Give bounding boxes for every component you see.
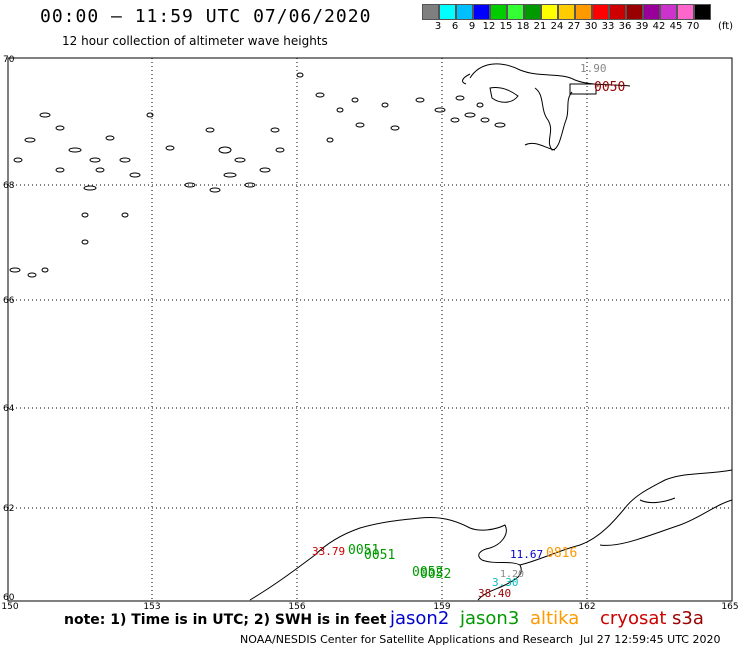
map-frame — [7, 57, 733, 602]
units-label: (ft) — [718, 21, 734, 32]
legend-jason2: jason2 — [390, 608, 450, 629]
scale-swatch — [660, 4, 677, 20]
scale-tick-label: 36 — [618, 21, 632, 32]
scale-swatch — [524, 4, 541, 20]
lat-label-64: 64 — [3, 404, 15, 414]
obs-label: 1.90 — [580, 62, 607, 75]
scale-swatch — [422, 4, 439, 20]
obs-label: 0052 — [412, 565, 444, 580]
scale-tick-label: 30 — [584, 21, 598, 32]
southern-coast — [249, 469, 733, 601]
island-scatter — [9, 72, 506, 278]
scale-tick-label: 18 — [516, 21, 530, 32]
scale-tick-label: 12 — [482, 21, 496, 32]
scale-swatch — [541, 4, 558, 20]
scale-swatch — [473, 4, 490, 20]
footer-note: note: 1) Time is in UTC; 2) SWH is in fe… — [64, 612, 387, 628]
lat-label-60: 60 — [3, 593, 15, 603]
graticule — [8, 58, 732, 601]
scale-swatch — [456, 4, 473, 20]
obs-label: 0052 — [420, 567, 452, 582]
scale-swatch — [609, 4, 626, 20]
scale-tick-label: 39 — [635, 21, 649, 32]
scale-swatch — [694, 4, 711, 20]
obs-label: 1.20 — [500, 569, 525, 580]
scale-tick-label: 15 — [499, 21, 513, 32]
wave-height-color-scale — [422, 4, 711, 20]
scale-tick-label: 45 — [669, 21, 683, 32]
scale-swatch — [490, 4, 507, 20]
scale-tick-label: 9 — [468, 21, 476, 32]
map-subtitle: 12 hour collection of altimeter wave hei… — [62, 34, 328, 48]
scale-swatch — [507, 4, 524, 20]
scale-swatch — [575, 4, 592, 20]
legend-cryosat: cryosat — [600, 608, 667, 629]
northern-coast — [462, 63, 631, 151]
lon-label-162: 162 — [578, 602, 595, 612]
scale-tick-label: 3 — [434, 21, 442, 32]
obs-label: 0816 — [546, 546, 578, 561]
obs-label: 3.30 — [492, 576, 519, 589]
scale-tick-label: 6 — [451, 21, 459, 32]
legend-altika: altika — [530, 608, 580, 629]
obs-label: 0051 — [348, 543, 380, 558]
lon-label-165: 165 — [721, 602, 738, 612]
lon-label-150: 150 — [1, 602, 18, 612]
scale-swatch — [677, 4, 694, 20]
obs-label: 11.67 — [510, 548, 544, 561]
credit-line: NOAA/NESDIS Center for Satellite Applica… — [240, 633, 574, 646]
lat-label-70: 70 — [3, 55, 15, 65]
scale-swatch — [592, 4, 609, 20]
map-title: 00:00 – 11:59 UTC 07/06/2020 — [40, 6, 372, 27]
lon-label-153: 153 — [143, 602, 160, 612]
lon-label-159: 159 — [433, 602, 450, 612]
obs-label: 38.40 — [478, 587, 512, 600]
obs-label: 0051 — [364, 548, 396, 563]
obs-label: 0050 — [594, 80, 626, 95]
lat-label-68: 68 — [3, 181, 15, 191]
scale-swatch — [558, 4, 575, 20]
scale-tick-label: 27 — [567, 21, 581, 32]
lat-label-62: 62 — [3, 504, 14, 514]
scale-swatch — [439, 4, 456, 20]
generation-timestamp: Jul 27 12:59:45 UTC 2020 — [580, 633, 721, 646]
lon-label-156: 156 — [288, 602, 305, 612]
scale-tick-label: 21 — [533, 21, 547, 32]
scale-tick-label: 33 — [601, 21, 615, 32]
obs-label: 33.79 — [312, 545, 346, 558]
legend-jason3: jason3 — [460, 608, 520, 629]
scale-tick-label: 70 — [686, 21, 700, 32]
lat-label-66: 66 — [3, 296, 15, 306]
scale-tick-label: 42 — [652, 21, 666, 32]
scale-swatch — [626, 4, 643, 20]
legend-s3a: s3a — [672, 608, 704, 629]
scale-swatch — [643, 4, 660, 20]
scale-tick-label: 24 — [550, 21, 564, 32]
